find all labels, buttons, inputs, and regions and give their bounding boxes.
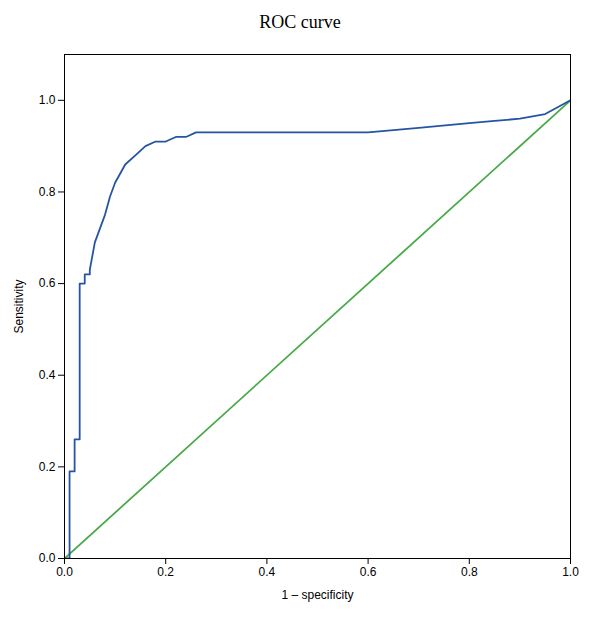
svg-text:1.0: 1.0	[562, 565, 579, 579]
svg-text:0.8: 0.8	[39, 185, 56, 199]
svg-text:Sensitivity: Sensitivity	[12, 279, 26, 333]
svg-text:0.4: 0.4	[259, 565, 276, 579]
svg-text:0.0: 0.0	[56, 565, 73, 579]
svg-text:0.0: 0.0	[39, 551, 56, 565]
svg-text:1.0: 1.0	[39, 93, 56, 107]
svg-text:0.6: 0.6	[360, 565, 377, 579]
svg-text:0.4: 0.4	[39, 368, 56, 382]
svg-text:0.2: 0.2	[157, 565, 174, 579]
svg-text:1 – specificity: 1 – specificity	[281, 588, 353, 602]
svg-text:0.8: 0.8	[461, 565, 478, 579]
svg-text:0.2: 0.2	[39, 460, 56, 474]
html-text:ROC curve: ROC curve	[259, 12, 341, 32]
svg-text:0.6: 0.6	[39, 276, 56, 290]
